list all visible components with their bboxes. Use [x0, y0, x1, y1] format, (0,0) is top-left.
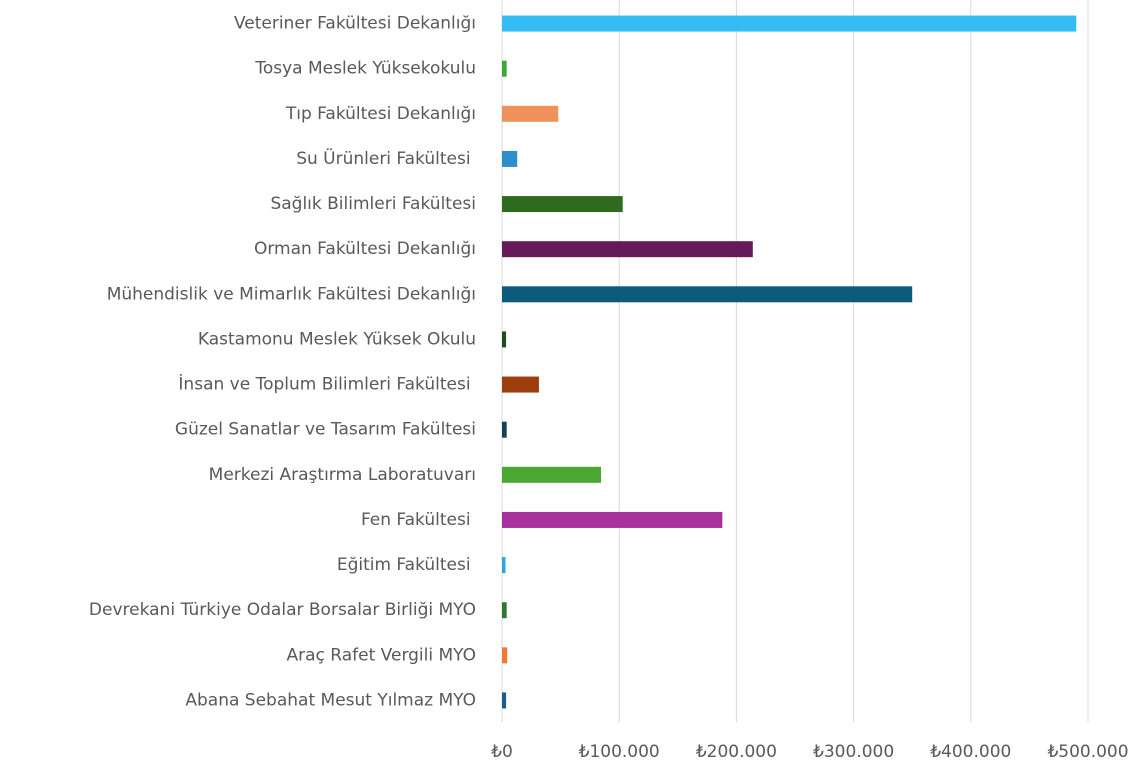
bar: [502, 150, 518, 167]
y-tick-label: Merkezi Araştırma Laboratuvarı: [209, 465, 476, 485]
bar: [502, 331, 507, 348]
y-tick-label: Güzel Sanatlar ve Tasarım Fakültesi: [175, 420, 476, 440]
x-tick-label: ₺400.000: [930, 742, 1011, 762]
bar: [502, 241, 753, 258]
y-tick-label: Tıp Fakültesi Dekanlığı: [285, 104, 476, 124]
y-tick-label: Mühendislik ve Mimarlık Fakültesi Dekanl…: [107, 284, 476, 304]
y-tick-label: İnsan ve Toplum Bilimleri Fakültesi: [178, 374, 476, 395]
bar: [502, 602, 507, 619]
y-tick-label: Araç Rafet Vergili MYO: [287, 645, 476, 665]
bar: [502, 286, 913, 303]
x-tick-label: ₺200.000: [696, 742, 777, 762]
y-tick-label: Eğitim Fakültesi: [337, 555, 476, 575]
bar: [502, 60, 507, 77]
y-tick-label: Veteriner Fakültesi Dekanlığı: [234, 14, 476, 34]
bar: [502, 421, 507, 438]
y-tick-label: Tosya Meslek Yüksekokulu: [254, 59, 476, 79]
y-tick-label: Devrekani Türkiye Odalar Borsalar Birliğ…: [89, 600, 476, 620]
x-tick-label: ₺300.000: [813, 742, 894, 762]
bar: [502, 557, 506, 574]
y-tick-label: Abana Sebahat Mesut Yılmaz MYO: [185, 690, 476, 710]
x-tick-label: ₺500.000: [1047, 742, 1128, 762]
bar: [502, 15, 1077, 32]
x-tick-label: ₺100.000: [579, 742, 660, 762]
bar: [502, 105, 559, 122]
y-tick-label: Kastamonu Meslek Yüksek Okulu: [198, 329, 476, 349]
bar: [502, 647, 508, 664]
bar: [502, 511, 723, 528]
y-tick-label: Fen Fakültesi: [361, 510, 476, 530]
bar: [502, 692, 507, 709]
bar: [502, 196, 623, 213]
x-tick-label: ₺0: [491, 742, 513, 762]
y-tick-label: Sağlık Bilimleri Fakültesi: [270, 194, 476, 214]
bar: [502, 466, 602, 483]
y-tick-label: Su Ürünleri Fakültesi: [296, 147, 476, 169]
bar: [502, 376, 539, 393]
y-tick-label: Orman Fakültesi Dekanlığı: [254, 239, 476, 259]
